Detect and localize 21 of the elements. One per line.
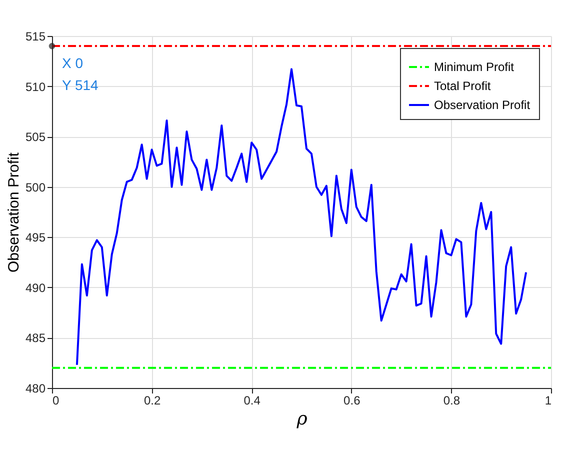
annotation: X 0 xyxy=(62,55,84,72)
x-axis-title: ρ xyxy=(296,408,308,430)
y-axis-title: Observation Profit xyxy=(5,152,22,273)
x-tick-label: 0.2 xyxy=(144,394,161,408)
legend-label: Observation Profit xyxy=(434,98,531,112)
y-tick-label: 500 xyxy=(25,180,46,194)
x-tick-label: 0.4 xyxy=(244,394,261,408)
y-tick-label: 485 xyxy=(25,331,46,346)
y-tick-label: 515 xyxy=(25,30,46,44)
y-tick-label: 495 xyxy=(25,230,46,245)
y-tick-label: 505 xyxy=(25,130,46,144)
x-tick-label: 1 xyxy=(544,394,552,408)
y-tick-label: 490 xyxy=(25,280,46,295)
annotation: Y 514 xyxy=(62,77,99,94)
y-tick-label: 480 xyxy=(25,382,46,396)
y-tick-label: 510 xyxy=(25,80,46,94)
legend-label: Minimum Profit xyxy=(434,60,515,74)
x-tick-label: 0.8 xyxy=(443,394,460,408)
legend-label: Total Profit xyxy=(434,79,492,93)
x-tick-label: 0.6 xyxy=(344,394,361,408)
x-tick-label: 0 xyxy=(52,394,60,408)
